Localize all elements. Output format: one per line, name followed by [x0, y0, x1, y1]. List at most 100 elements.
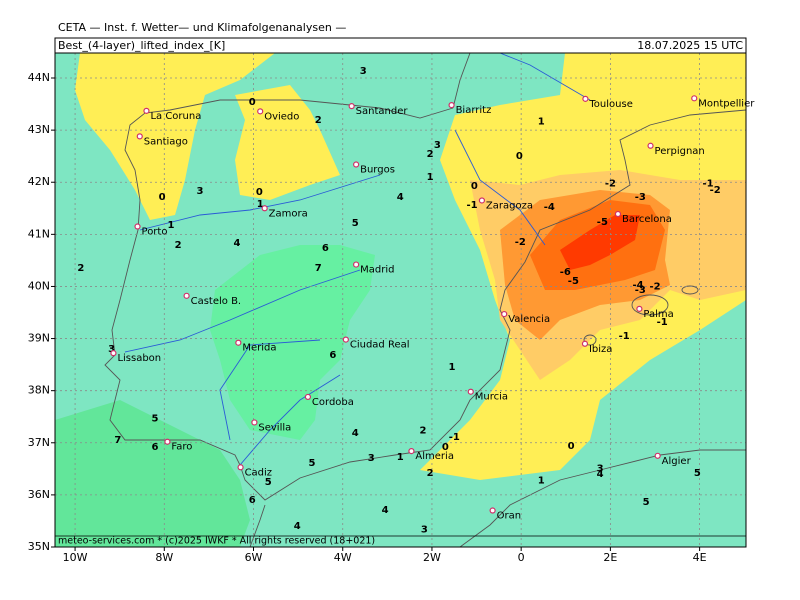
city-name: Ciudad Real — [350, 340, 410, 351]
city-marker — [164, 438, 171, 445]
city-marker — [261, 205, 268, 212]
city-name: Merida — [242, 343, 276, 354]
contour-label: 0 — [159, 192, 166, 203]
contour-label: 5 — [352, 218, 359, 229]
city-marker — [353, 161, 360, 168]
contour-label: -3 — [635, 285, 646, 296]
contour-label: 1 — [449, 362, 456, 373]
contour-label: -5 — [568, 276, 579, 287]
city-name: Burgos — [360, 165, 395, 176]
city-marker — [143, 107, 150, 114]
contour-label: 4 — [397, 192, 404, 203]
contour-label: 1 — [257, 199, 264, 210]
city-name: Zamora — [269, 208, 308, 219]
city-name: Biarritz — [456, 105, 492, 116]
city-marker — [636, 305, 643, 312]
contour-label: 1 — [538, 475, 545, 486]
contour-label: 6 — [322, 243, 329, 254]
city-marker — [489, 507, 496, 514]
city-name: Zaragoza — [486, 200, 533, 211]
map-title: Best_(4-layer)_lifted_index_[K] — [58, 39, 225, 52]
contour-label: 0 — [442, 442, 449, 453]
river — [124, 269, 361, 353]
city-name: Santiago — [144, 136, 188, 147]
city-name: Cordoba — [312, 397, 354, 408]
city-marker — [136, 133, 143, 140]
city-marker — [448, 102, 455, 109]
contour-label: 7 — [114, 435, 121, 446]
city-name: Madrid — [360, 265, 394, 276]
contour-label: 6 — [151, 442, 158, 453]
contour-label: -1 — [657, 317, 668, 328]
lon-label: 4E — [693, 551, 707, 564]
contour-label: -1 — [467, 200, 478, 211]
contour-label: 5 — [308, 458, 315, 469]
contour-label: -6 — [560, 267, 571, 278]
city-name: Porto — [142, 227, 168, 238]
city-marker — [257, 108, 264, 115]
city-marker — [251, 419, 258, 426]
contour-label: 0 — [568, 441, 575, 452]
lon-label: 6W — [245, 551, 263, 564]
lat-label: 43N — [28, 123, 50, 136]
lat-label: 39N — [28, 332, 50, 345]
city-name: Lissabon — [117, 353, 161, 364]
contour-label: -2 — [649, 281, 660, 292]
field-green — [210, 245, 375, 440]
city-marker — [134, 223, 141, 230]
city-name: Oran — [497, 511, 521, 522]
city-name: Barcelona — [622, 214, 672, 225]
lat-label: 44N — [28, 71, 50, 84]
contour-label: 0 — [471, 181, 478, 192]
city-marker — [342, 336, 349, 343]
contour-label: 2 — [315, 115, 322, 126]
contour-label: 4 — [382, 505, 389, 516]
city-name: Oviedo — [264, 111, 299, 122]
river — [239, 374, 341, 466]
river — [499, 53, 591, 101]
city-marker — [582, 95, 589, 102]
contour-label: 1 — [397, 452, 404, 463]
city-marker — [654, 452, 661, 459]
city-name: La Coruna — [150, 111, 201, 122]
field-red — [560, 215, 640, 270]
city-name: Murcia — [475, 392, 508, 403]
contour-label: 6 — [249, 495, 256, 506]
city-marker — [691, 95, 698, 102]
contour-label: -4 — [632, 280, 643, 291]
city-marker — [183, 292, 190, 299]
lon-label: 8W — [155, 551, 173, 564]
lon-label: 10W — [63, 551, 88, 564]
contour-label: 4 — [234, 238, 241, 249]
contour-label: 3 — [421, 524, 428, 535]
coastline — [459, 449, 746, 547]
contour-label: -1 — [703, 178, 714, 189]
contour-label: 1 — [427, 172, 434, 183]
city-name: Valencia — [508, 314, 550, 325]
contour-label: 6 — [329, 350, 336, 361]
city-name: Santander — [356, 106, 409, 117]
lon-label: 0 — [518, 551, 525, 564]
contour-label: 3 — [434, 140, 441, 151]
city-name: Algier — [662, 456, 692, 467]
coastline — [452, 53, 471, 109]
city-name: Faro — [171, 442, 192, 453]
contour-label: -5 — [597, 217, 608, 228]
field-green — [55, 400, 250, 547]
contour-label: 2 — [77, 263, 84, 274]
island — [681, 285, 699, 295]
map-fields — [55, 53, 746, 547]
lat-label: 36N — [28, 488, 50, 501]
island — [583, 334, 597, 346]
city-name: Cadiz — [245, 467, 272, 478]
contour-label: -2 — [710, 185, 721, 196]
lon-label: 2W — [423, 551, 441, 564]
footer: meteo-services.com * (c)2025 IWKF * All … — [58, 536, 375, 547]
field-yellow — [75, 53, 275, 220]
city-marker — [581, 340, 589, 347]
city-marker — [647, 142, 654, 149]
contour-label: -2 — [605, 178, 616, 189]
lat-label: 35N — [28, 540, 50, 553]
city-name: Perpignan — [655, 146, 705, 157]
